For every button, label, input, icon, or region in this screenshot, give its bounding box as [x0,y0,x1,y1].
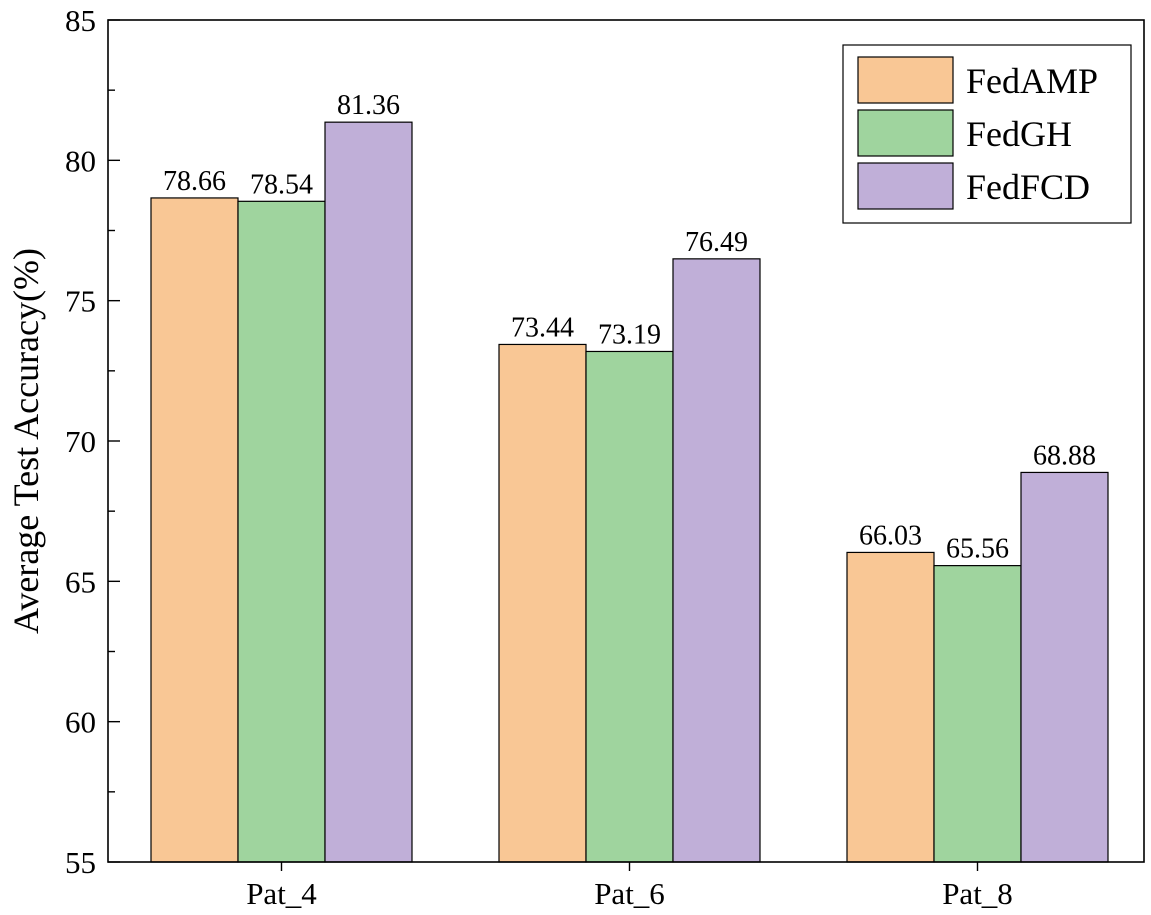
y-tick-label: 55 [65,845,96,880]
data-label-fedamp-pat-6: 73.44 [511,312,574,343]
data-label-fedamp-pat-8: 66.03 [859,520,922,551]
bars-layer [150,121,1109,863]
bar-fedfcd-pat-4 [324,121,413,863]
y-tick-label: 80 [65,143,96,178]
bar-fedamp-pat-4 [150,197,239,863]
y-tick-label: 65 [65,564,96,599]
bar-fedgh-pat-8 [933,565,1022,863]
y-tick-label: 85 [65,3,96,38]
legend: FedAMP FedGH FedFCD [842,44,1132,224]
bar-fedgh-pat-6 [585,350,674,863]
data-label-fedfcd-pat-8: 68.88 [1033,440,1096,471]
y-tick-label: 75 [65,284,96,319]
data-label-fedfcd-pat-4: 81.36 [337,90,400,121]
legend-label-fedamp: FedAMP [966,61,1098,101]
legend-swatch-fedamp [857,56,954,104]
data-label-fedgh-pat-8: 65.56 [946,534,1009,565]
data-labels-layer: 78.66 78.54 81.36 73.44 73.19 76.49 66.03 65.56… [163,90,1096,564]
legend-label-fedfcd: FedFCD [966,167,1090,207]
x-tick-label-pat-8: Pat_8 [942,876,1013,911]
legend-swatch-fedgh [857,109,954,157]
y-tick-label: 60 [65,705,96,740]
bar-fedgh-pat-4 [237,200,326,863]
data-label-fedamp-pat-4: 78.66 [163,166,226,197]
bar-fedamp-pat-8 [846,551,935,863]
data-label-fedfcd-pat-6: 76.49 [685,227,748,258]
data-label-fedgh-pat-6: 73.19 [598,319,661,350]
data-label-fedgh-pat-4: 78.54 [250,169,313,200]
x-tick-label-pat-4: Pat_4 [246,876,317,911]
bar-fedamp-pat-6 [498,343,587,863]
legend-label-fedgh: FedGH [966,114,1072,154]
x-tick-label-pat-6: Pat_6 [594,876,665,911]
legend-swatch-fedfcd [857,162,954,210]
y-tick-label: 70 [65,424,96,459]
axes-layer: 55 60 65 70 75 80 85 Pat_4 Pat_6 Pat_8 [65,3,1145,911]
bar-fedfcd-pat-6 [672,258,761,863]
y-axis-title: Average Test Accuracy(%) [6,248,46,634]
bar-fedfcd-pat-8 [1020,471,1109,863]
